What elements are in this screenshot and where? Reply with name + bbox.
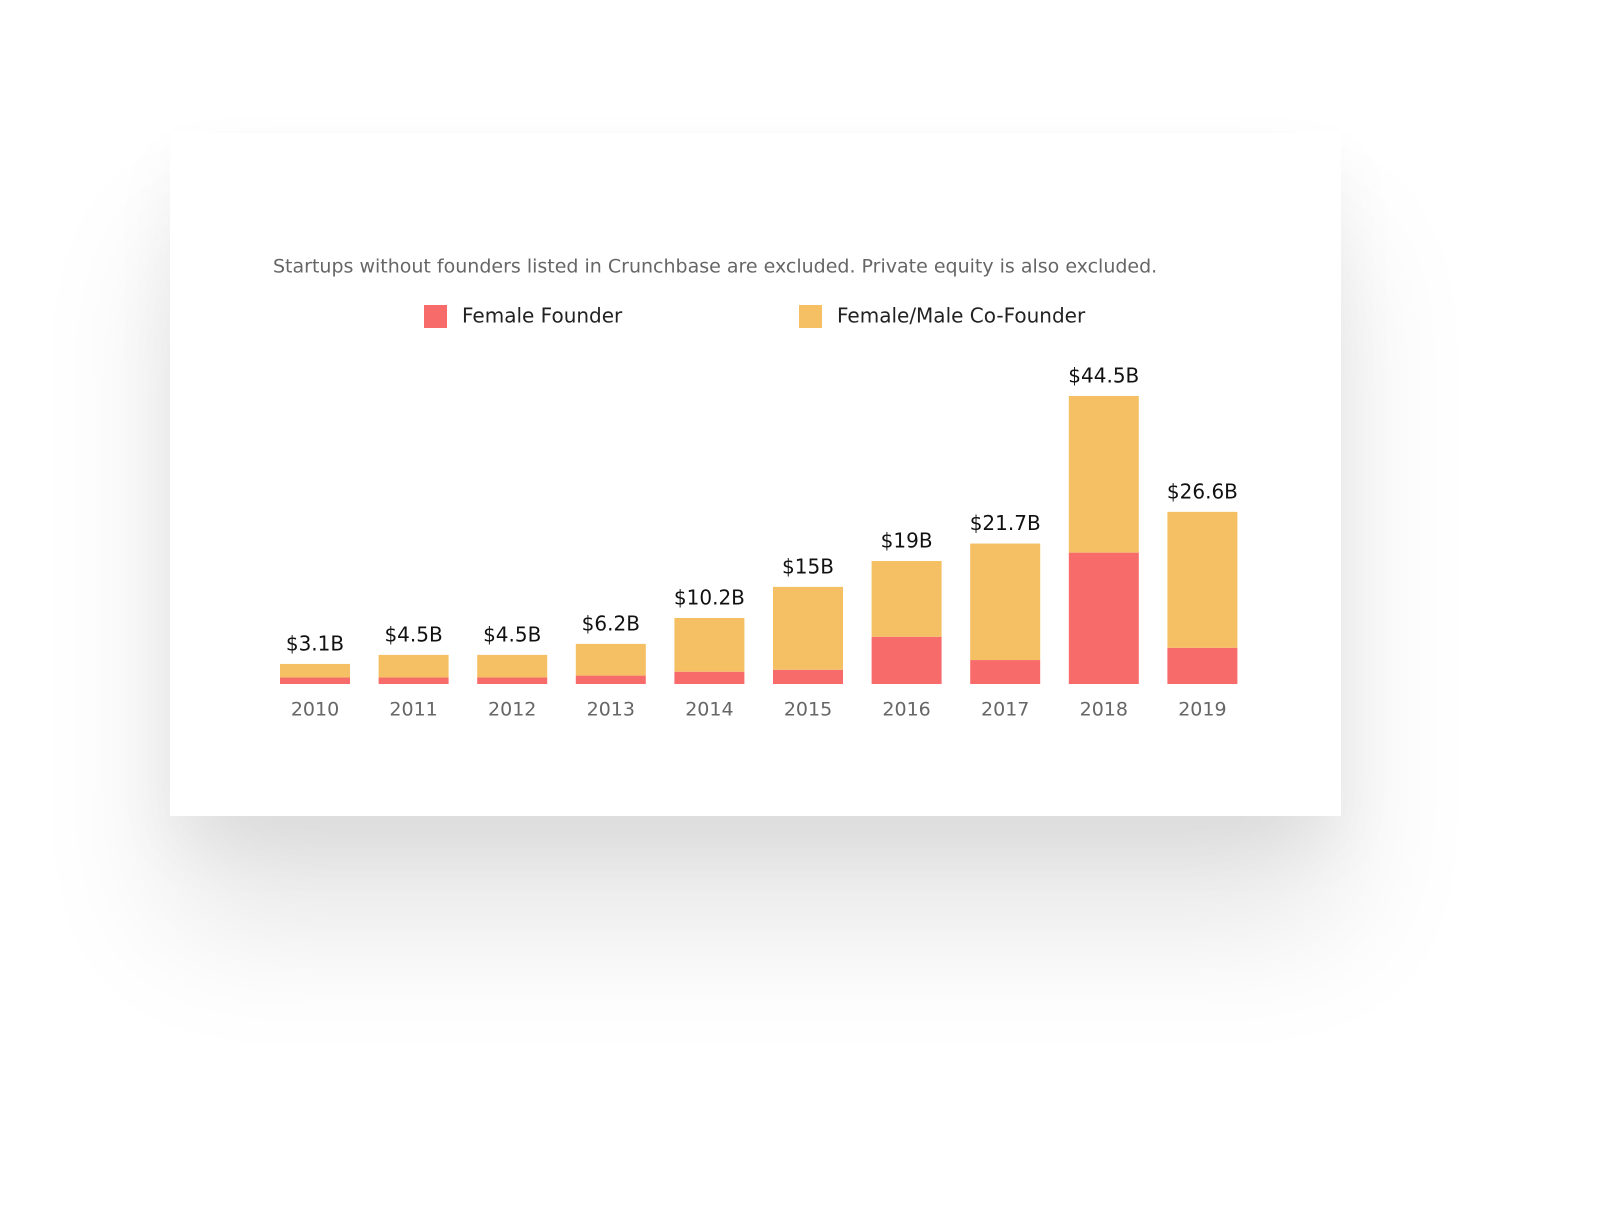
bar-segment: [1068, 552, 1139, 684]
legend-swatch: [424, 305, 447, 328]
chart-note: Startups without founders listed in Crun…: [273, 256, 1157, 278]
bar-segment: [575, 675, 646, 684]
bar-segment: [477, 677, 548, 684]
total-label: $44.5B: [1068, 364, 1139, 388]
bar-segment: [1167, 511, 1238, 648]
bar-segment: [970, 543, 1041, 661]
bar-segment: [1167, 647, 1238, 684]
legend-swatch: [799, 305, 822, 328]
total-label: $10.2B: [674, 585, 745, 609]
x-tick-label: 2012: [488, 699, 536, 721]
bar-segment: [1068, 396, 1139, 553]
x-tick-label: 2017: [981, 699, 1029, 721]
total-label: $26.6B: [1167, 479, 1238, 503]
total-label: $3.1B: [286, 631, 344, 655]
bar-segment: [477, 654, 548, 678]
bar-segment: [773, 669, 843, 684]
bar-segment: [378, 654, 449, 678]
bar-segment: [871, 561, 942, 637]
bar-segment: [871, 636, 942, 684]
total-label: $4.5B: [384, 622, 442, 646]
x-tick-label: 2013: [587, 699, 635, 721]
total-label: $4.5B: [483, 622, 541, 646]
legend-label: Female Founder: [462, 304, 623, 328]
bar-segment: [674, 671, 745, 684]
x-tick-label: 2011: [389, 699, 437, 721]
x-tick-label: 2015: [784, 699, 832, 721]
x-tick-label: 2010: [291, 699, 339, 721]
x-tick-label: 2014: [685, 699, 733, 721]
legend-label: Female/Male Co-Founder: [837, 304, 1086, 328]
total-label: $19B: [881, 529, 933, 553]
bar-segment: [575, 643, 646, 676]
bar-segment: [280, 663, 350, 678]
bar-segment: [280, 677, 350, 684]
bar-segment: [674, 617, 745, 672]
total-label: $6.2B: [582, 611, 640, 635]
chart-card: [170, 133, 1341, 816]
bar-segment: [970, 660, 1041, 684]
bar-segment: [378, 677, 449, 684]
x-tick-label: 2019: [1178, 699, 1226, 721]
total-label: $15B: [782, 554, 834, 578]
x-tick-label: 2018: [1080, 699, 1128, 721]
total-label: $21.7B: [970, 511, 1041, 535]
x-tick-label: 2016: [882, 699, 930, 721]
bar-segment: [773, 586, 843, 670]
